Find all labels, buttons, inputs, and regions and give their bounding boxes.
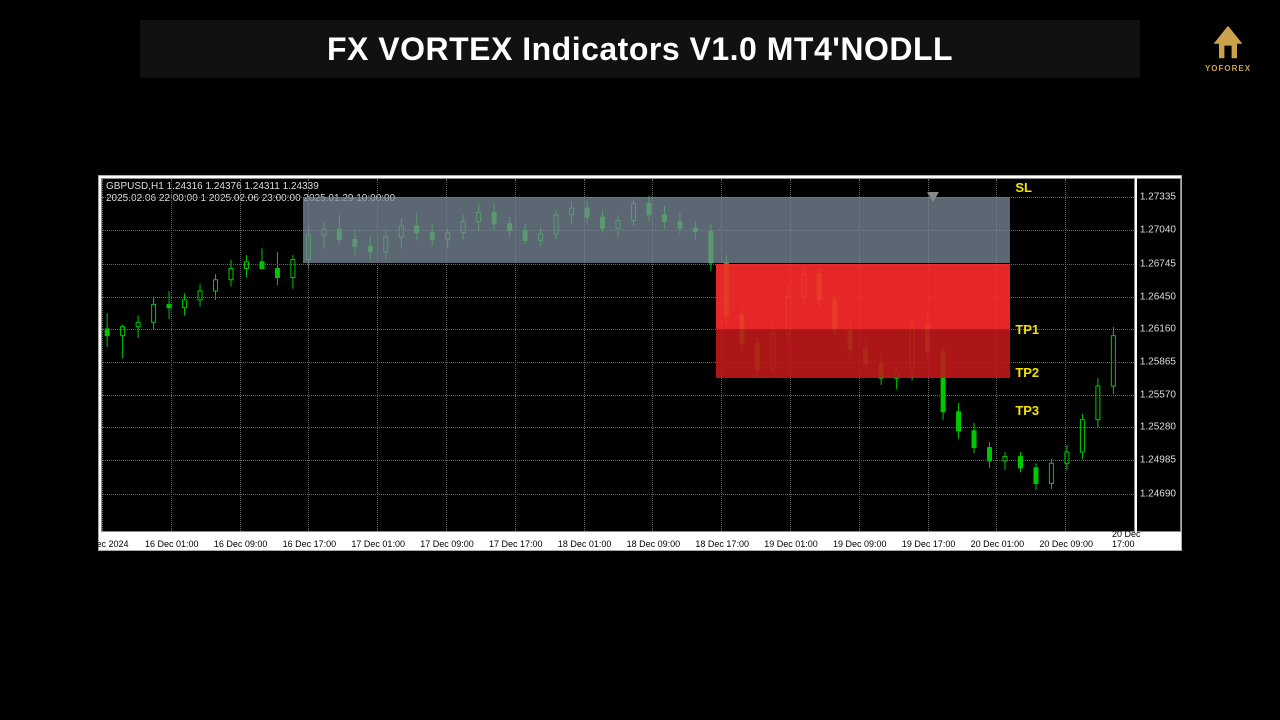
grid-h bbox=[102, 395, 1134, 396]
x-tick-label: 18 Dec 09:00 bbox=[627, 539, 681, 549]
tp3-zone-label: TP3 bbox=[1015, 403, 1039, 418]
y-tick-label: 1.26450 bbox=[1140, 291, 1176, 302]
y-tick-label: 1.25865 bbox=[1140, 356, 1176, 367]
tp2-zone bbox=[716, 329, 1010, 377]
x-tick-label: 16 Dec 01:00 bbox=[145, 539, 199, 549]
grid-v bbox=[171, 179, 172, 531]
page-title: FX VORTEX Indicators V1.0 MT4'NODLL bbox=[327, 31, 953, 68]
x-tick-label: 17 Dec 17:00 bbox=[489, 539, 543, 549]
tp3-zone bbox=[716, 377, 1010, 378]
y-tick-label: 1.27335 bbox=[1140, 192, 1176, 203]
brand-logo-text: YOFOREX bbox=[1205, 64, 1251, 73]
x-tick-label: 18 Dec 01:00 bbox=[558, 539, 612, 549]
x-axis: 13 Dec 202416 Dec 01:0016 Dec 09:0016 De… bbox=[101, 534, 1181, 550]
y-tick-label: 1.24690 bbox=[1140, 488, 1176, 499]
grid-v bbox=[240, 179, 241, 531]
grid-v bbox=[1065, 179, 1066, 531]
y-tick-label: 1.27040 bbox=[1140, 225, 1176, 236]
grid-h bbox=[102, 460, 1134, 461]
y-tick-label: 1.24985 bbox=[1140, 455, 1176, 466]
chart-frame: GBPUSD,H1 1.24316 1.24376 1.24311 1.2433… bbox=[98, 175, 1182, 551]
page: FX VORTEX Indicators V1.0 MT4'NODLL YOFO… bbox=[0, 0, 1280, 720]
y-axis: 1.27335 1.27040 1.26745 1.26450 1.26160 1.258… bbox=[1137, 178, 1181, 532]
y-tick-label: 1.26745 bbox=[1140, 258, 1176, 269]
y-tick-label: 1.26160 bbox=[1140, 323, 1176, 334]
x-tick-label: 13 Dec 2024 bbox=[77, 539, 128, 549]
x-tick-label: 19 Dec 09:00 bbox=[833, 539, 887, 549]
x-tick-label: 16 Dec 17:00 bbox=[283, 539, 337, 549]
brand-logo-icon bbox=[1210, 24, 1246, 60]
x-tick-label: 19 Dec 17:00 bbox=[902, 539, 956, 549]
y-tick-label: 1.25280 bbox=[1140, 422, 1176, 433]
x-tick-label: 17 Dec 01:00 bbox=[351, 539, 405, 549]
x-tick-label: 19 Dec 01:00 bbox=[764, 539, 818, 549]
grid-h bbox=[102, 427, 1134, 428]
sl-zone bbox=[303, 197, 1010, 263]
x-tick-label: 20 Dec 09:00 bbox=[1039, 539, 1093, 549]
tp2-zone-label: TP2 bbox=[1015, 365, 1039, 380]
x-tick-label: 20 Dec 01:00 bbox=[971, 539, 1025, 549]
x-tick-label: 17 Dec 09:00 bbox=[420, 539, 474, 549]
sl-zone-label: SL bbox=[1015, 180, 1032, 195]
brand-logo: YOFOREX bbox=[1198, 24, 1258, 73]
grid-h bbox=[102, 494, 1134, 495]
tp1-zone-label: TP1 bbox=[1015, 322, 1039, 337]
y-tick-label: 1.25570 bbox=[1140, 390, 1176, 401]
x-tick-label: 20 Dec 17:00 bbox=[1112, 529, 1158, 549]
tp1-zone bbox=[716, 264, 1010, 329]
x-tick-label: 18 Dec 17:00 bbox=[695, 539, 749, 549]
title-bar: FX VORTEX Indicators V1.0 MT4'NODLL bbox=[140, 20, 1140, 78]
grid-v bbox=[1134, 179, 1135, 531]
chart-area[interactable]: GBPUSD,H1 1.24316 1.24376 1.24311 1.2433… bbox=[101, 178, 1135, 532]
grid-v bbox=[102, 179, 103, 531]
sell-marker-icon bbox=[927, 192, 939, 202]
x-tick-label: 16 Dec 09:00 bbox=[214, 539, 268, 549]
